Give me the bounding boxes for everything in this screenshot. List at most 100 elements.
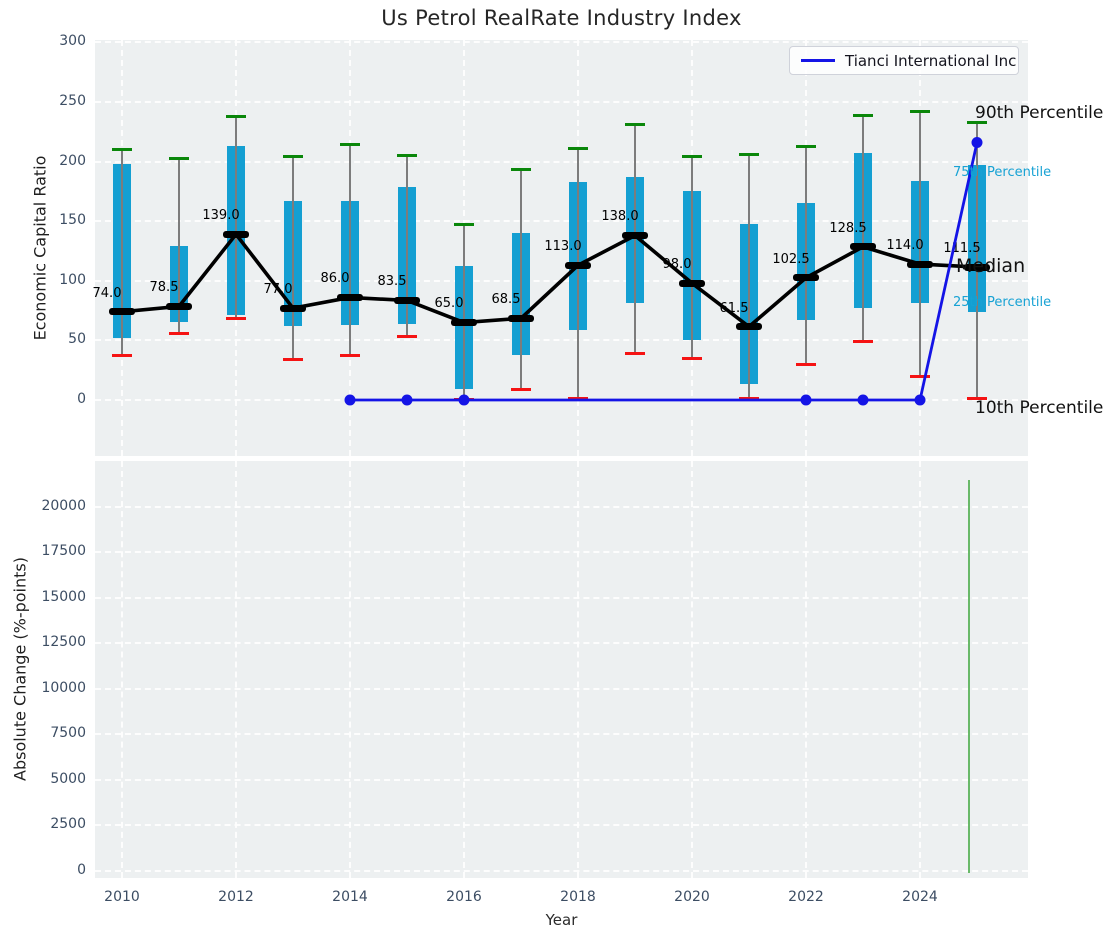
p10-cap xyxy=(967,397,987,401)
median-value-label: 61.5 xyxy=(719,300,749,316)
y-tick-label: 0 xyxy=(77,861,86,878)
whisker-line xyxy=(748,154,750,399)
whisker-line xyxy=(634,124,636,354)
y-gridline xyxy=(95,160,1028,163)
x-gridline xyxy=(919,461,921,878)
x-gridline xyxy=(805,461,807,878)
median-marker xyxy=(907,260,933,268)
whisker-line xyxy=(805,146,807,365)
median-marker xyxy=(394,296,420,304)
company-line xyxy=(350,142,979,402)
percentile-annotation: 25th Percentile xyxy=(953,295,1052,311)
median-marker xyxy=(793,274,819,282)
company-point xyxy=(800,394,812,406)
y-tick-label: 10000 xyxy=(41,679,86,696)
x-gridline xyxy=(691,461,693,878)
percentile-annotation: 90th Percentile xyxy=(975,103,1104,124)
p90-cap xyxy=(739,152,759,156)
p90-cap xyxy=(340,143,360,147)
company-point xyxy=(458,394,470,406)
legend-label: Tianci International Inc xyxy=(845,51,1017,70)
y-tick-label: 250 xyxy=(59,92,86,109)
x-tick-label: 2016 xyxy=(446,889,482,905)
median-marker xyxy=(109,308,135,316)
y-gridline xyxy=(95,687,1028,690)
p10-cap xyxy=(910,374,930,378)
y-tick-label: 17500 xyxy=(41,543,86,560)
x-tick-label: 2024 xyxy=(902,889,938,905)
change-bar xyxy=(968,480,970,873)
whisker-line xyxy=(862,115,864,342)
p90-cap xyxy=(682,155,702,159)
whisker-line xyxy=(463,224,465,400)
median-value-label: 86.0 xyxy=(320,271,350,287)
series-layer xyxy=(121,231,978,329)
p90-cap xyxy=(112,148,132,152)
p10-cap xyxy=(853,340,873,344)
p90-cap xyxy=(796,144,816,148)
top-plot-area: 74.0 78.5 139.0 77.0 86.0 83.5 65.0 68.5 113.0 13… xyxy=(93,40,1028,456)
median-marker xyxy=(451,318,477,326)
y-gridline xyxy=(95,733,1028,736)
y-tick-label: 150 xyxy=(59,212,86,229)
y-gridline xyxy=(95,41,1028,44)
x-gridline xyxy=(463,461,465,878)
percentile-annotation: 75th Percentile xyxy=(953,165,1052,181)
x-tick-label: 2014 xyxy=(332,889,368,905)
x-tick-label: 2010 xyxy=(104,889,140,905)
p10-cap xyxy=(283,357,303,361)
company-point xyxy=(914,394,926,406)
y-tick-label: 12500 xyxy=(41,634,86,651)
y-gridline xyxy=(95,824,1028,827)
x-axis-label: Year xyxy=(545,911,578,929)
y-tick-label: 2500 xyxy=(50,816,86,833)
top-y-axis-label: Economic Capital Ratio xyxy=(30,155,50,341)
chart-title: Us Petrol RealRate Industry Index xyxy=(381,6,742,30)
y-gridline xyxy=(95,551,1028,554)
median-value-label: 114.0 xyxy=(886,238,924,254)
p90-cap xyxy=(283,155,303,159)
y-tick-label: 7500 xyxy=(50,725,86,742)
x-gridline xyxy=(577,461,579,878)
percentile-annotation: Median xyxy=(956,254,1026,277)
y-tick-label: 300 xyxy=(59,33,86,50)
whisker-line xyxy=(976,122,978,399)
p10-cap xyxy=(796,362,816,366)
y-tick-label: 0 xyxy=(77,390,86,407)
median-value-label: 74.0 xyxy=(92,285,122,301)
y-tick-label: 5000 xyxy=(50,770,86,787)
median-marker xyxy=(622,231,648,239)
p90-cap xyxy=(397,154,417,158)
median-value-label: 138.0 xyxy=(601,209,639,225)
median-marker xyxy=(166,302,192,310)
whisker-line xyxy=(121,149,123,356)
p10-cap xyxy=(169,331,189,335)
median-marker xyxy=(964,263,990,271)
p90-cap xyxy=(169,156,189,160)
p90-cap xyxy=(568,146,588,150)
p90-cap xyxy=(226,114,246,118)
p10-cap xyxy=(397,335,417,339)
y-gridline xyxy=(95,869,1028,872)
whisker-line xyxy=(691,156,693,359)
x-gridline xyxy=(349,461,351,878)
median-value-label: 83.5 xyxy=(377,274,407,290)
whisker-line xyxy=(520,169,522,390)
series-layer xyxy=(344,137,983,406)
median-value-label: 68.5 xyxy=(491,292,521,308)
p90-cap xyxy=(511,168,531,172)
median-value-label: 128.5 xyxy=(829,220,867,236)
y-gridline xyxy=(95,339,1028,342)
median-value-label: 78.5 xyxy=(149,280,179,296)
p90-cap xyxy=(625,123,645,127)
company-point xyxy=(401,394,413,406)
p10-cap xyxy=(340,354,360,358)
bottom-plot-area xyxy=(95,461,1028,878)
legend-line-swatch xyxy=(801,59,835,62)
median-line xyxy=(121,231,978,329)
whisker-line xyxy=(178,158,180,334)
x-gridline xyxy=(235,461,237,878)
median-marker xyxy=(679,279,705,287)
median-value-label: 98.0 xyxy=(662,257,692,273)
